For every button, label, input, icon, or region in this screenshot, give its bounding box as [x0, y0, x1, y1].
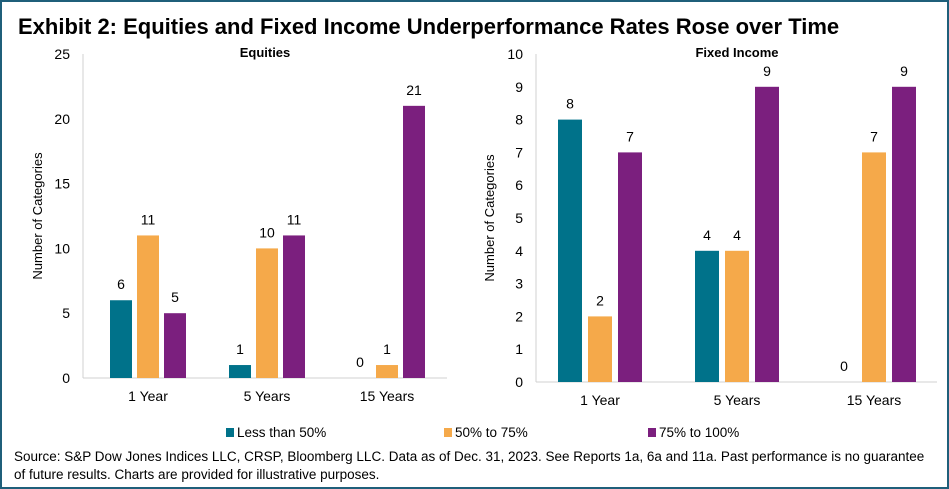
- x-tick-label: 15 Years: [360, 388, 415, 404]
- y-tick-label: 3: [515, 276, 523, 292]
- bar: [137, 235, 159, 378]
- y-tick-label: 0: [62, 370, 70, 386]
- bar: [755, 86, 779, 383]
- x-tick-label: 1 Year: [580, 392, 620, 408]
- data-label: 8: [566, 96, 574, 112]
- data-label: 7: [870, 128, 878, 144]
- legend-swatch: [226, 428, 234, 437]
- bar: [110, 300, 132, 378]
- data-label: 21: [406, 82, 422, 98]
- y-tick-label: 10: [54, 240, 70, 256]
- bar: [862, 152, 886, 382]
- y-tick-label: 8: [515, 112, 523, 128]
- x-tick-label: 1 Year: [128, 388, 168, 404]
- y-tick-label: 9: [515, 79, 523, 95]
- data-label: 1: [383, 341, 391, 357]
- y-tick-label: 25: [54, 46, 70, 62]
- bar: [283, 235, 305, 378]
- bar: [558, 119, 582, 382]
- data-label: 6: [117, 276, 125, 292]
- x-tick-label: 5 Years: [244, 388, 291, 404]
- chart-title: Fixed Income: [695, 45, 778, 60]
- bar: [725, 250, 749, 382]
- data-label: 9: [763, 63, 771, 79]
- bar: [256, 248, 278, 378]
- y-tick-label: 5: [62, 305, 70, 321]
- legend-swatch: [648, 428, 656, 437]
- bar: [695, 250, 719, 382]
- legend-label: 50% to 75%: [455, 425, 528, 440]
- y-tick-label: 4: [515, 243, 523, 259]
- y-tick-label: 1: [515, 341, 523, 357]
- x-tick-label: 5 Years: [714, 392, 761, 408]
- data-label: 0: [356, 354, 364, 370]
- y-tick-label: 10: [507, 46, 523, 62]
- exhibit-title: Exhibit 2: Equities and Fixed Income Und…: [18, 14, 840, 39]
- source-note: Source: S&P Dow Jones Indices LLC, CRSP,…: [14, 449, 925, 482]
- data-label: 1: [236, 341, 244, 357]
- y-tick-label: 15: [54, 176, 70, 192]
- y-tick-label: 20: [54, 111, 70, 127]
- data-label: 4: [733, 227, 741, 243]
- data-label: 4: [703, 227, 711, 243]
- y-tick-label: 7: [515, 144, 523, 160]
- x-tick-label: 15 Years: [847, 392, 902, 408]
- chart-title: Equities: [240, 45, 291, 60]
- y-tick-label: 2: [515, 308, 523, 324]
- y-tick-label: 5: [515, 210, 523, 226]
- bar: [892, 86, 916, 383]
- legend-label: Less than 50%: [237, 425, 326, 440]
- y-axis-label: Number of Categories: [482, 154, 497, 282]
- data-label: 11: [141, 211, 156, 227]
- data-label: 11: [287, 211, 302, 227]
- data-label: 2: [596, 292, 604, 308]
- y-axis-label: Number of Categories: [30, 152, 45, 280]
- bar: [588, 316, 612, 382]
- data-label: 10: [259, 224, 275, 240]
- data-label: 5: [171, 289, 179, 305]
- bar: [618, 152, 642, 382]
- bar: [376, 365, 398, 378]
- data-label: 7: [626, 128, 634, 144]
- bar: [164, 313, 186, 378]
- bar: [229, 365, 251, 378]
- data-label: 9: [900, 63, 908, 79]
- bar: [403, 105, 425, 378]
- legend-swatch: [444, 428, 452, 437]
- data-label: 0: [840, 358, 848, 374]
- y-tick-label: 6: [515, 177, 523, 193]
- legend-label: 75% to 100%: [659, 425, 739, 440]
- y-tick-label: 0: [515, 374, 523, 390]
